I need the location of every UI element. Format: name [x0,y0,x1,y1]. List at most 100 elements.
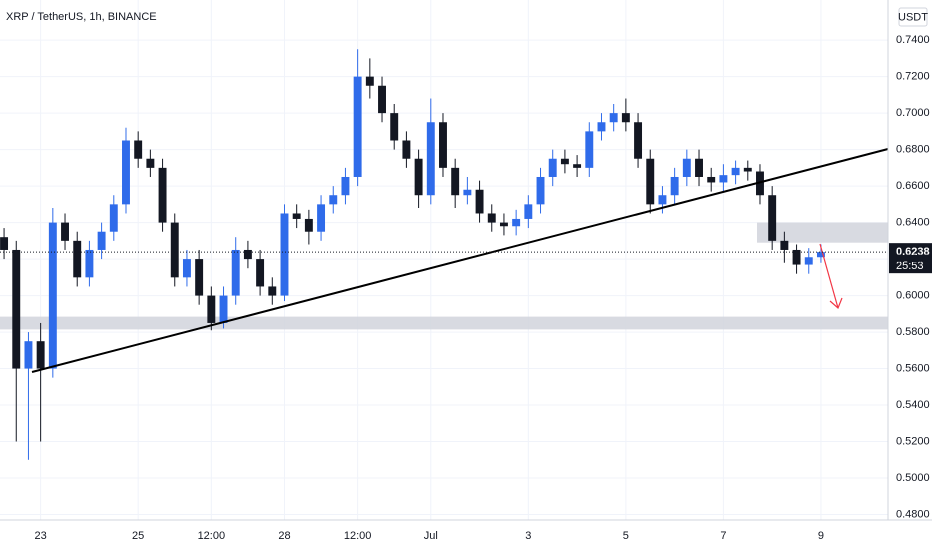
overlay: 0.6238 25:53 [0,243,932,274]
candle-body [158,167,167,223]
candle-body [451,167,460,196]
x-tick-label: 25 [132,530,144,542]
y-tick-label: 0.5200 [896,435,930,447]
candle-body [646,158,655,205]
candle-body [487,213,496,223]
candle-body [658,195,667,205]
candle-body [439,122,447,168]
support-zone [0,316,888,330]
candle-body [61,222,69,241]
candle-body [816,252,825,258]
candle-body [12,249,21,369]
candle-body [256,259,265,287]
candle-body [36,341,45,369]
candle-body [219,295,228,323]
candle-body [609,113,618,123]
x-tick-label: 7 [720,530,726,542]
x-tick-label: 12:00 [344,530,372,542]
candle-body [780,240,789,250]
candle-body [341,176,350,196]
candle-body [719,175,728,183]
candle-body [182,259,191,278]
candle-body [499,222,508,227]
candle-body [548,158,557,177]
candle-body [317,204,326,232]
candle-body [243,249,252,260]
y-tick-label: 0.5400 [896,399,930,411]
x-tick-label: Jul [424,530,438,542]
countdown-label: 25:53 [896,260,924,272]
candle-body [268,286,277,296]
candle-body [0,237,9,250]
y-tick-label: 0.7200 [896,71,930,83]
x-tick-label: 28 [278,530,290,542]
candle-body [109,204,118,232]
candle-body [170,222,179,278]
candle-body [768,195,777,241]
unit-box [898,7,928,27]
arrow-head [829,297,843,310]
candle-body [353,76,362,177]
unit-label: USDT [898,11,928,23]
candle-body [402,140,411,159]
y-tick-label: 0.5800 [896,326,930,338]
resistance-zone [757,222,888,243]
y-tick-label: 0.7000 [896,107,930,119]
arrow-shaft [819,243,839,309]
y-tick-label: 0.4800 [896,508,930,520]
candle-body [634,122,643,159]
candle-body [585,131,594,168]
x-tick-label: 3 [525,530,531,542]
y-tick-label: 0.5600 [896,362,930,374]
y-tick-label: 0.6200 [896,253,930,265]
candle-body [426,122,435,196]
candle-body [329,195,338,205]
candle-body [597,122,606,132]
candle-body [146,158,155,168]
trend-line [31,148,889,373]
y-tick-label: 0.5000 [896,472,930,484]
chart-title: XRP / TetherUS, 1h, BINANCE [6,11,157,23]
candle-body [804,257,813,265]
y-tick-label: 0.7400 [896,34,930,46]
candle-body [304,218,313,232]
candle-body [560,158,569,165]
candle-body [573,164,582,168]
candle-body [48,222,57,369]
x-tick-label: 23 [35,530,47,542]
candle-body [414,158,423,196]
candle-body [621,113,630,123]
x-tick-label: 9 [818,530,824,542]
candle-body [682,158,691,177]
x-tick-label: 12:00 [198,530,226,542]
candle-body [122,140,130,205]
candle-body [512,218,521,227]
y-tick-label: 0.6600 [896,180,930,192]
candle-body [695,158,703,177]
candle-body [231,249,240,296]
last-price-label: 0.6238 [896,246,930,258]
y-tick-label: 0.6000 [896,289,930,301]
candle-body [365,76,374,86]
x-tick-label: 5 [623,530,629,542]
candle-body [134,140,143,159]
y-tick-label: 0.6800 [896,144,930,156]
candle-body [743,167,752,172]
projection-arrow [819,243,843,310]
candle-body [97,231,106,250]
candle-body [390,113,399,141]
candle-body [207,295,216,323]
candle-body [731,167,740,176]
last-price-box [889,243,932,274]
candle-body [707,176,716,183]
candle-body [280,213,289,296]
candles [0,49,825,460]
candle-body [195,259,204,296]
candle-body [475,189,484,214]
candle-body [536,176,545,205]
candle-body [792,249,801,265]
y-tick-label: 0.6400 [896,217,930,229]
candle-body [463,189,472,196]
candle-body [292,213,301,219]
